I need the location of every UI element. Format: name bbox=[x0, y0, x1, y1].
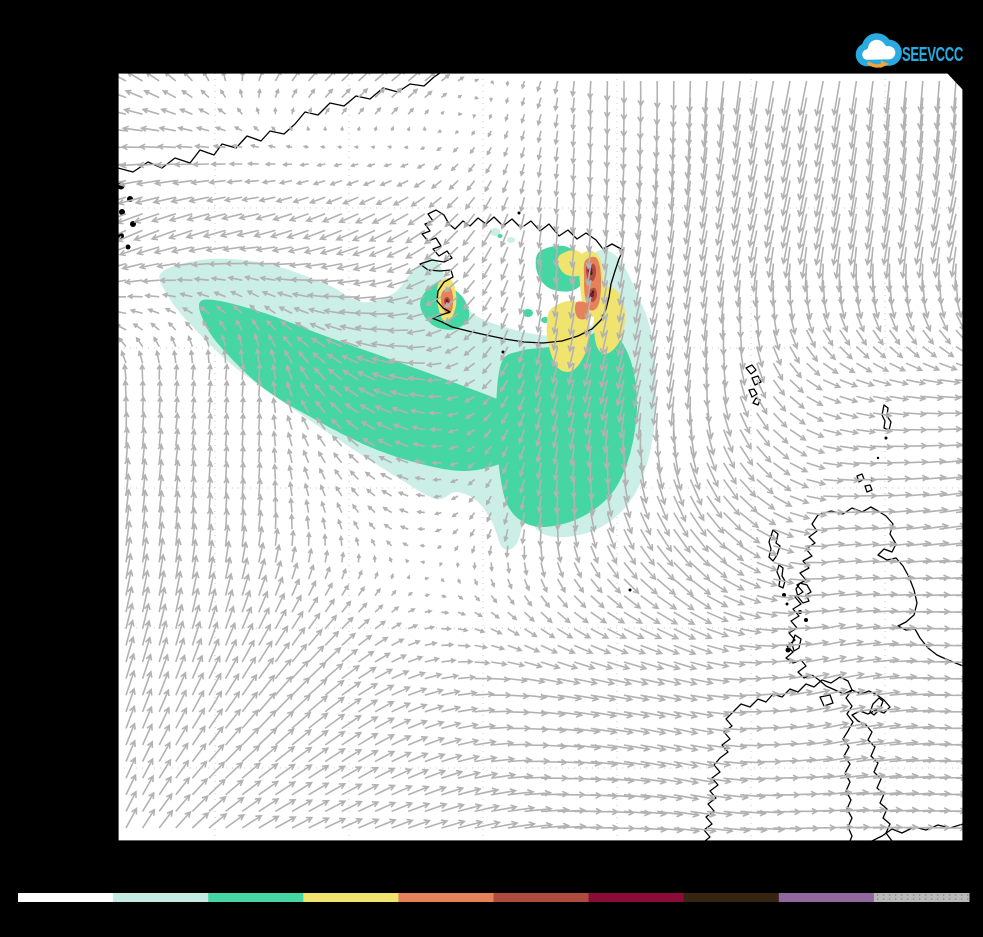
wind-arrows-layer bbox=[118, 73, 963, 835]
islet bbox=[876, 456, 880, 460]
ash-patch-concentration-level-1 bbox=[507, 237, 515, 243]
lough-neagh bbox=[819, 694, 834, 707]
colorbar-segment bbox=[398, 893, 494, 902]
colorbar-segment bbox=[18, 893, 114, 902]
cloud-arrow-head bbox=[880, 60, 889, 68]
islet bbox=[628, 588, 632, 592]
colorbar-segment bbox=[778, 893, 875, 902]
seevccc-cloud-icon bbox=[855, 33, 902, 68]
colorbar-segment bbox=[683, 893, 780, 902]
islay bbox=[791, 634, 802, 652]
ireland-north-east-coast bbox=[732, 676, 854, 841]
ash-patch-concentration-level-1 bbox=[490, 228, 500, 236]
colorbar-segment bbox=[493, 893, 590, 902]
lewis-harris bbox=[768, 529, 781, 562]
islet bbox=[884, 436, 888, 440]
ash-patch-concentration-level-6 bbox=[590, 292, 594, 298]
ash-patch-concentration-level-2 bbox=[523, 309, 533, 317]
map-corner-notch bbox=[947, 73, 963, 90]
ash-patch-concentration-level-2 bbox=[541, 317, 549, 323]
map-frame bbox=[117, 72, 964, 842]
wind-vector-arrows bbox=[118, 73, 963, 835]
islet bbox=[125, 244, 131, 250]
uists bbox=[776, 564, 786, 589]
colorbar-legend bbox=[18, 893, 970, 902]
colorbar-segment bbox=[588, 893, 685, 902]
islet bbox=[804, 618, 808, 622]
ash-contour-concentration-level-2 bbox=[496, 329, 638, 528]
ireland-west-coast bbox=[703, 711, 734, 841]
seevccc-logo-text: SEEVCCC bbox=[902, 44, 963, 66]
islet bbox=[782, 593, 786, 597]
faroe-1 bbox=[745, 364, 757, 375]
seevccc-logo: SEEVCCC bbox=[855, 33, 964, 68]
colorbar-segment bbox=[208, 893, 304, 902]
islet bbox=[517, 211, 521, 215]
islet bbox=[119, 209, 125, 215]
islet bbox=[785, 602, 789, 606]
ash-patch-concentration-level-2 bbox=[497, 234, 503, 238]
faroe-3 bbox=[748, 388, 758, 398]
colorbar-hatch-dots bbox=[876, 894, 969, 900]
orkney-2 bbox=[864, 484, 873, 493]
ash-patch-concentration-level-6 bbox=[445, 299, 449, 303]
colorbar-segment bbox=[113, 893, 209, 902]
skye bbox=[795, 582, 812, 604]
ash-contour-concentration-level-2 bbox=[198, 299, 538, 472]
colorbar-segment bbox=[873, 893, 970, 902]
faroe-2 bbox=[751, 375, 762, 386]
colorbar-segment bbox=[303, 893, 399, 902]
greenland-coast bbox=[118, 73, 441, 173]
islet bbox=[501, 350, 505, 354]
isle-of-man bbox=[869, 697, 884, 716]
ash-patch-concentration-level-7 bbox=[591, 290, 595, 294]
islet bbox=[785, 647, 791, 653]
